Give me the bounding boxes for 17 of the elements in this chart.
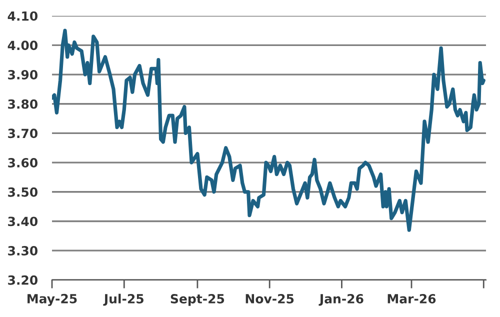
x-tick-label: Jul-25	[103, 294, 144, 306]
x-tick-label: Nov-25	[246, 294, 294, 304]
y-tick-label: 3.90	[8, 70, 38, 80]
x-tick-label: Mar-26	[388, 294, 436, 304]
x-tick-label: Sept-25	[170, 294, 224, 306]
y-tick-label: 3.60	[8, 158, 38, 168]
y-tick-label: 4.00	[8, 40, 38, 50]
y-tick-label: 3.20	[8, 275, 38, 285]
y-tick-label: 3.30	[8, 246, 38, 256]
x-tick-label: Jan-26	[318, 294, 364, 306]
y-tick-label: 4.10	[8, 11, 38, 21]
x-tick-label: May-25	[28, 294, 77, 306]
line-series	[52, 28, 486, 232]
y-tick-label: 3.80	[8, 99, 38, 109]
y-tick-label: 3.50	[8, 187, 38, 197]
y-tick-label: 3.70	[8, 128, 38, 138]
y-tick-label: 3.40	[8, 216, 38, 226]
